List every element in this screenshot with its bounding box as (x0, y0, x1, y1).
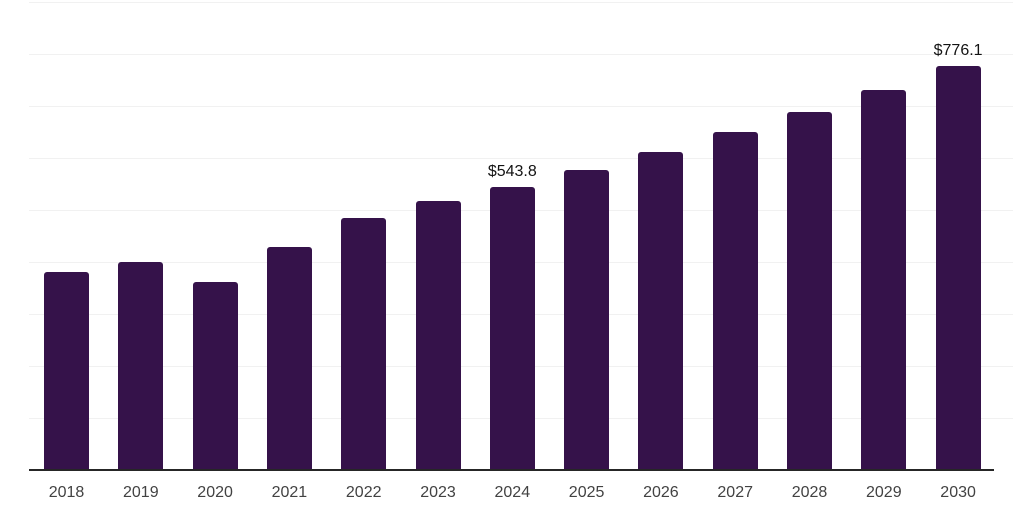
bar-2025 (564, 169, 610, 470)
x-tick-label-2019: 2019 (123, 484, 159, 501)
x-tick-label-2029: 2029 (866, 484, 902, 501)
bar-2027 (712, 132, 758, 470)
x-tick-label-2022: 2022 (345, 484, 382, 501)
bar-2018 (44, 272, 89, 470)
bar-value-label-2024: $543.8 (487, 163, 537, 181)
plot-area: $543.8 $776.1 (29, 2, 1013, 470)
bar-2019 (118, 261, 164, 470)
bar-2026 (638, 151, 684, 470)
bar-2030 (935, 66, 981, 470)
x-axis-line (29, 469, 994, 471)
x-tick-label-2024: 2024 (494, 484, 531, 501)
bar-2022 (341, 218, 387, 470)
gridline (29, 158, 1013, 159)
x-tick-label-2030: 2030 (940, 484, 976, 501)
x-tick-label-2025: 2025 (568, 484, 605, 501)
x-tick-label-2018: 2018 (48, 484, 85, 501)
bar-value-label-2030: $776.1 (933, 42, 983, 60)
x-tick-label-2026: 2026 (643, 484, 679, 501)
bar-2029 (861, 89, 907, 470)
gridline (29, 106, 1013, 107)
bar-2023 (415, 201, 461, 470)
bar-2021 (266, 246, 312, 470)
gridline (29, 2, 1013, 3)
bar-2020 (192, 282, 238, 470)
x-tick-label-2020: 2020 (197, 484, 233, 501)
x-tick-label-2028: 2028 (791, 484, 828, 501)
x-tick-label-2023: 2023 (420, 484, 456, 501)
bar-2028 (787, 111, 832, 470)
gridline (29, 54, 1013, 55)
bar-2024 (489, 187, 535, 470)
x-tick-label-2021: 2021 (271, 484, 308, 501)
x-tick-label-2027: 2027 (717, 484, 753, 501)
